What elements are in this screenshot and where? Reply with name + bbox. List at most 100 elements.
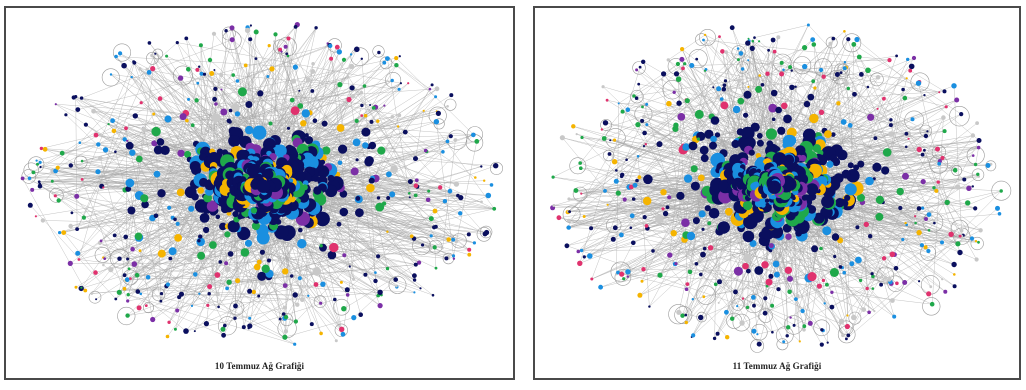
graph-node xyxy=(110,118,115,124)
graph-node xyxy=(838,318,845,324)
graph-node xyxy=(394,63,399,68)
graph-node xyxy=(772,260,780,268)
graph-node xyxy=(297,239,307,249)
graph-node xyxy=(489,183,494,187)
graph-node xyxy=(214,102,218,106)
graph-node xyxy=(771,117,776,122)
graph-node xyxy=(606,203,609,206)
graph-node xyxy=(407,82,410,85)
graph-node xyxy=(995,205,1000,211)
graph-node xyxy=(904,131,909,136)
graph-node xyxy=(251,289,256,295)
graph-node xyxy=(926,291,932,297)
graph-node xyxy=(644,224,649,228)
graph-node xyxy=(145,275,151,280)
graph-self-loop xyxy=(222,30,242,50)
graph-node xyxy=(325,184,338,198)
graph-node xyxy=(836,101,841,106)
graph-node xyxy=(926,248,931,254)
graph-node xyxy=(694,109,704,119)
graph-node xyxy=(607,152,612,156)
network-graph-july-10 xyxy=(20,22,503,346)
graph-node xyxy=(777,126,786,135)
graph-node xyxy=(122,273,127,278)
graph-self-loop xyxy=(110,248,130,269)
graph-self-loop xyxy=(726,312,743,329)
graph-node xyxy=(667,195,672,200)
graph-node xyxy=(91,108,96,114)
graph-node xyxy=(228,135,241,147)
graph-node xyxy=(616,270,620,275)
graph-node xyxy=(220,326,226,332)
graph-node xyxy=(971,185,974,188)
graph-node xyxy=(151,140,158,147)
graph-node xyxy=(883,276,888,280)
graph-self-loop xyxy=(632,61,646,75)
graph-node xyxy=(896,187,904,196)
graph-node xyxy=(319,244,323,248)
graph-node xyxy=(251,221,260,231)
graph-node xyxy=(412,278,417,282)
graph-node xyxy=(413,262,418,267)
graph-node xyxy=(445,139,450,144)
graph-node xyxy=(121,62,127,69)
graph-node xyxy=(129,149,136,156)
graph-node xyxy=(725,207,733,216)
graph-node xyxy=(768,243,774,249)
graph-node xyxy=(312,267,322,276)
graph-node xyxy=(341,57,347,62)
graph-node xyxy=(958,234,962,238)
graph-node xyxy=(603,189,607,193)
graph-node xyxy=(39,165,42,169)
graph-node xyxy=(441,150,445,154)
graph-node xyxy=(825,282,829,287)
graph-node xyxy=(126,139,129,142)
graph-node xyxy=(352,138,361,147)
graph-node xyxy=(37,183,43,189)
graph-node xyxy=(764,198,770,203)
graph-node xyxy=(580,192,583,195)
graph-node xyxy=(146,70,152,75)
graph-node xyxy=(697,174,705,182)
graph-node xyxy=(835,198,845,208)
graph-self-loop xyxy=(428,106,447,125)
graph-node xyxy=(846,37,851,42)
graph-node xyxy=(666,100,672,107)
graph-node xyxy=(774,181,779,187)
graph-self-loop xyxy=(489,161,503,175)
graph-node xyxy=(407,179,413,185)
graph-node xyxy=(698,210,706,218)
graph-self-loop xyxy=(221,26,236,41)
graph-node xyxy=(173,327,177,331)
graph-node xyxy=(710,135,717,143)
graph-node xyxy=(721,86,727,92)
graph-self-loop xyxy=(688,49,708,69)
graph-node xyxy=(642,145,646,148)
graph-node xyxy=(876,107,879,110)
graph-self-loop xyxy=(776,326,794,345)
graph-self-loop xyxy=(313,295,327,308)
graph-node xyxy=(776,287,781,292)
graph-node xyxy=(125,178,135,188)
graph-node xyxy=(167,205,172,210)
graph-node xyxy=(399,82,402,85)
graph-node xyxy=(126,299,130,303)
graph-node xyxy=(743,253,752,263)
graph-node xyxy=(114,54,118,59)
graph-node xyxy=(203,193,213,203)
graph-node xyxy=(696,137,700,141)
graph-node xyxy=(232,211,239,218)
graph-node xyxy=(361,127,371,137)
graph-node xyxy=(138,249,142,253)
graph-self-loop xyxy=(904,110,925,131)
graph-node xyxy=(661,71,667,77)
graph-node xyxy=(74,193,80,199)
graph-node xyxy=(889,118,893,122)
graph-node xyxy=(938,91,941,94)
graph-node xyxy=(40,218,46,223)
graph-node xyxy=(829,268,839,277)
graph-node xyxy=(413,291,416,294)
graph-node xyxy=(665,205,670,210)
graph-node xyxy=(605,98,609,102)
graph-node xyxy=(159,299,163,303)
